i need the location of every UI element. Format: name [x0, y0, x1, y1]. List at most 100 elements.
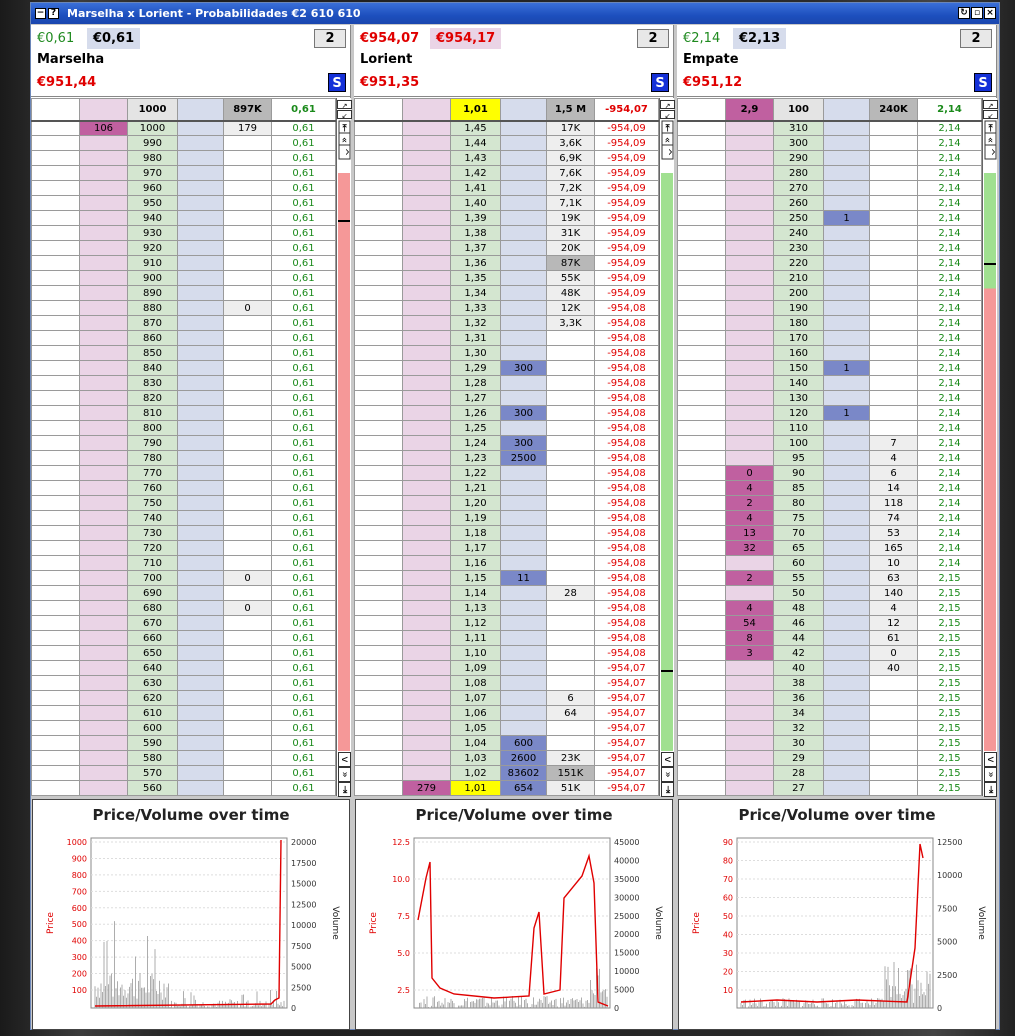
pl-cell[interactable]: 0,61: [271, 270, 336, 286]
lay-amount-cell[interactable]: [500, 390, 547, 406]
volume-cell[interactable]: [223, 615, 272, 631]
back-amount-cell[interactable]: [79, 420, 128, 436]
my-back-cell[interactable]: [354, 375, 403, 391]
back-amount-cell[interactable]: [402, 255, 451, 271]
lay-amount-cell[interactable]: [500, 135, 547, 151]
my-back-cell[interactable]: [677, 405, 726, 421]
volume-cell[interactable]: 14: [869, 480, 918, 496]
price-cell[interactable]: 1,45: [450, 120, 501, 136]
lay-amount-cell[interactable]: [500, 255, 547, 271]
back-amount-cell[interactable]: [79, 540, 128, 556]
lay-amount-cell[interactable]: [177, 690, 224, 706]
volume-cell[interactable]: [223, 675, 272, 691]
price-cell[interactable]: 980: [127, 150, 178, 166]
ladder-row[interactable]: 800 0,61: [31, 420, 336, 436]
ladder-row[interactable]: 0 90 6 2,14: [677, 465, 982, 481]
lay-amount-cell[interactable]: [177, 315, 224, 331]
ladder-row[interactable]: 1,40 7,1K -954,09: [354, 195, 659, 211]
ladder-row[interactable]: 260 2,14: [677, 195, 982, 211]
volume-cell[interactable]: [223, 660, 272, 676]
ladder-row[interactable]: 1,35 55K -954,09: [354, 270, 659, 286]
lay-amount-cell[interactable]: [823, 630, 870, 646]
price-cell[interactable]: 1,22: [450, 465, 501, 481]
price-cell[interactable]: 210: [773, 270, 824, 286]
ladder-row[interactable]: 110 2,14: [677, 420, 982, 436]
back-amount-cell[interactable]: [79, 390, 128, 406]
pl-cell[interactable]: -954,08: [594, 360, 659, 376]
lay-amount-cell[interactable]: 654: [500, 780, 547, 796]
my-back-cell[interactable]: [677, 525, 726, 541]
pl-cell[interactable]: 0,61: [271, 525, 336, 541]
lay-amount-cell[interactable]: [500, 615, 547, 631]
ladder-row[interactable]: 1,31 -954,08: [354, 330, 659, 346]
pl-cell[interactable]: 0,61: [271, 150, 336, 166]
ladder-row[interactable]: 29 2,15: [677, 750, 982, 766]
back-amount-cell[interactable]: [402, 465, 451, 481]
volume-cell[interactable]: [223, 450, 272, 466]
volume-cell[interactable]: [869, 135, 918, 151]
price-cell[interactable]: 240: [773, 225, 824, 241]
expand-icon[interactable]: ↗: [337, 100, 352, 110]
volume-cell[interactable]: 28: [546, 585, 595, 601]
ladder-row[interactable]: 810 0,61: [31, 405, 336, 421]
back-amount-cell[interactable]: 4: [725, 600, 774, 616]
lay-amount-cell[interactable]: [823, 390, 870, 406]
volume-cell[interactable]: [546, 615, 595, 631]
pl-cell[interactable]: 0,61: [271, 735, 336, 751]
ladder-row[interactable]: 4 48 4 2,15: [677, 600, 982, 616]
back-amount-cell[interactable]: [79, 675, 128, 691]
price-cell[interactable]: 650: [127, 645, 178, 661]
price-cell[interactable]: 1,40: [450, 195, 501, 211]
price-cell[interactable]: 120: [773, 405, 824, 421]
ladder-row[interactable]: 1,05 -954,07: [354, 720, 659, 736]
my-back-cell[interactable]: [354, 315, 403, 331]
volume-cell[interactable]: [223, 360, 272, 376]
price-cell[interactable]: 36: [773, 690, 824, 706]
my-back-cell[interactable]: [677, 150, 726, 166]
volume-cell[interactable]: 48K: [546, 285, 595, 301]
my-back-cell[interactable]: [31, 510, 80, 526]
back-amount-cell[interactable]: [79, 720, 128, 736]
pl-cell[interactable]: -954,07: [594, 98, 659, 122]
ladder-row[interactable]: 1,15 11 -954,08: [354, 570, 659, 586]
lay-amount-cell[interactable]: [177, 390, 224, 406]
ladder-row[interactable]: 106 1000 179 0,61: [31, 120, 336, 136]
volume-cell[interactable]: [223, 480, 272, 496]
ladder-row[interactable]: 920 0,61: [31, 240, 336, 256]
back-amount-cell[interactable]: [402, 225, 451, 241]
back-amount-cell[interactable]: [725, 660, 774, 676]
lay-amount-cell[interactable]: [823, 690, 870, 706]
back-amount-cell[interactable]: 106: [79, 120, 128, 136]
price-cell[interactable]: 1,32: [450, 315, 501, 331]
volume-cell[interactable]: [869, 720, 918, 736]
my-back-cell[interactable]: [677, 180, 726, 196]
ladder-row[interactable]: 1,04 600 -954,07: [354, 735, 659, 751]
my-back-cell[interactable]: [354, 630, 403, 646]
ladder-row[interactable]: 300 2,14: [677, 135, 982, 151]
scroll-up-icon[interactable]: ^: [338, 144, 351, 160]
ladder-row[interactable]: 900 0,61: [31, 270, 336, 286]
price-cell[interactable]: 90: [773, 465, 824, 481]
back-amount-cell[interactable]: 2: [725, 570, 774, 586]
my-back-cell[interactable]: [354, 570, 403, 586]
price-cell[interactable]: 700: [127, 570, 178, 586]
back-amount-cell[interactable]: [725, 150, 774, 166]
ladder-row[interactable]: 1,11 -954,08: [354, 630, 659, 646]
ladder-row[interactable]: 640 0,61: [31, 660, 336, 676]
pl-cell[interactable]: -954,08: [594, 495, 659, 511]
pl-cell[interactable]: -954,09: [594, 285, 659, 301]
collapse-icon[interactable]: ↙: [660, 110, 675, 120]
my-back-cell[interactable]: [31, 675, 80, 691]
my-back-cell[interactable]: [354, 450, 403, 466]
ladder-row[interactable]: 120 1 2,14: [677, 405, 982, 421]
volume-cell[interactable]: [223, 180, 272, 196]
price-cell[interactable]: 930: [127, 225, 178, 241]
lay-amount-cell[interactable]: [823, 330, 870, 346]
my-back-cell[interactable]: [677, 315, 726, 331]
my-back-cell[interactable]: [677, 98, 726, 122]
lay-amount-cell[interactable]: [823, 240, 870, 256]
volume-cell[interactable]: [546, 600, 595, 616]
pl-cell[interactable]: 2,15: [917, 750, 982, 766]
ladder-row[interactable]: 4 85 14 2,14: [677, 480, 982, 496]
expand-icon[interactable]: ↗: [983, 100, 998, 110]
